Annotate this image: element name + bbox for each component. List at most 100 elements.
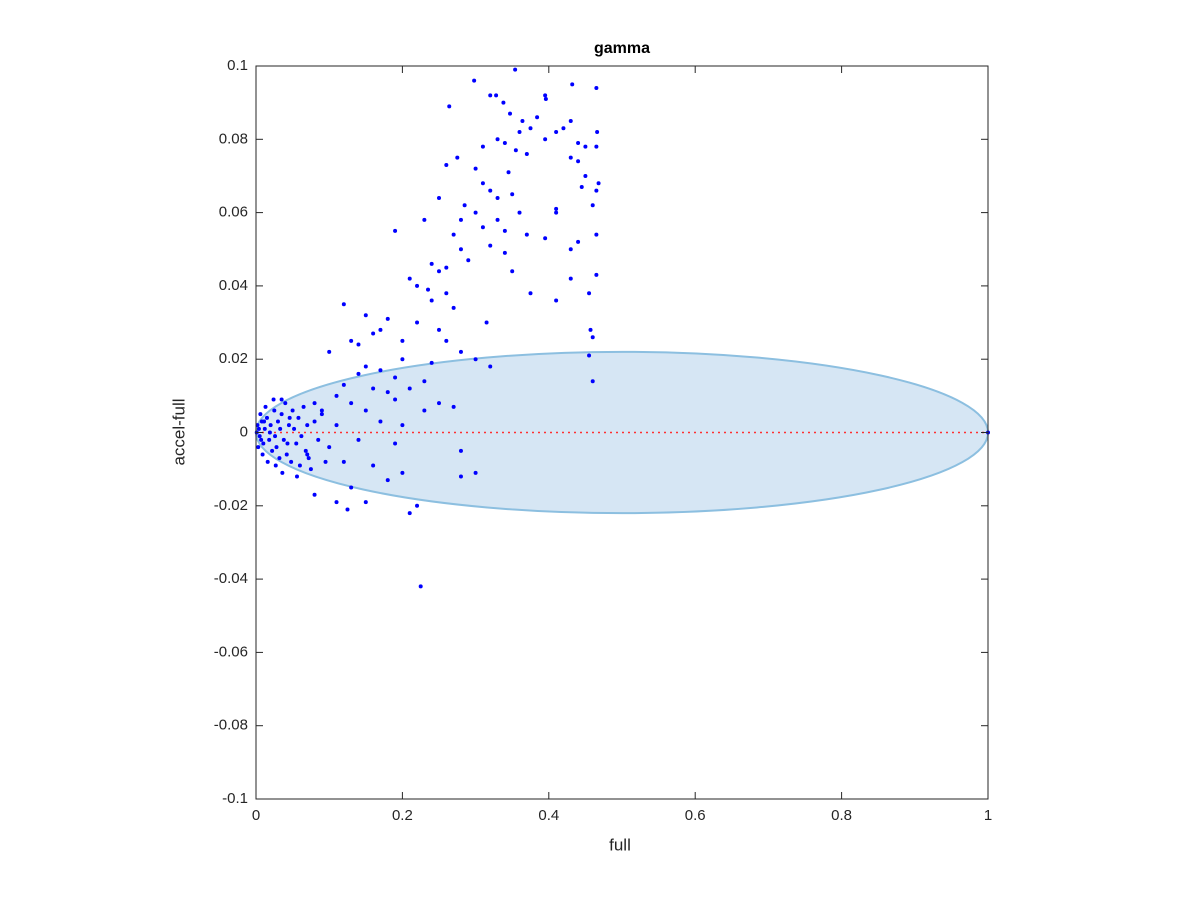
scatter-point [568, 118, 573, 123]
scatter-point [437, 269, 441, 274]
x-tick-label: 0.2 [392, 807, 413, 824]
scatter-point [588, 327, 593, 332]
scatter-point [294, 441, 299, 446]
scatter-point [568, 155, 573, 160]
scatter-point [466, 258, 471, 263]
scatter-point [568, 247, 573, 252]
scatter-point [393, 375, 398, 380]
y-tick-label: 0 [240, 423, 248, 440]
scatter-point [334, 393, 339, 398]
scatter-point [371, 386, 376, 391]
scatter-point [312, 401, 317, 406]
scatter-point [587, 353, 592, 358]
scatter-point [270, 448, 275, 453]
scatter-point [257, 434, 262, 439]
scatter-point [260, 452, 265, 457]
scatter-point [554, 298, 559, 303]
scatter-point [415, 320, 420, 325]
scatter-point [262, 419, 267, 424]
scatter-point [444, 265, 449, 270]
scatter-point [447, 104, 452, 109]
scatter-point [286, 423, 291, 428]
y-tick-label: -0.1 [222, 790, 248, 807]
scatter-point [363, 313, 368, 318]
x-tick-label: 0 [252, 807, 260, 824]
x-tick-label: 0.8 [831, 807, 852, 824]
scatter-point [385, 316, 390, 321]
scatter-point [262, 426, 267, 431]
scatter-point [283, 401, 288, 406]
scatter-point [296, 415, 301, 420]
scatter-point [284, 452, 289, 457]
scatter-point [480, 144, 485, 149]
x-tick-label: 1 [984, 807, 992, 824]
scatter-point [458, 448, 463, 453]
scatter-point [429, 298, 434, 303]
scatter-point [292, 426, 297, 431]
scatter-point [319, 408, 324, 413]
chart-title: gamma [594, 40, 650, 57]
scatter-point [279, 397, 284, 402]
scatter-point [319, 412, 324, 417]
scatter-point [422, 217, 427, 222]
scatter-point [363, 500, 368, 505]
scatter-point [290, 408, 295, 413]
scatter-point [426, 287, 431, 292]
scatter-point [506, 170, 511, 175]
scatter-point [594, 232, 599, 237]
scatter-point [513, 148, 518, 153]
scatter-point [422, 379, 427, 384]
scatter-point [437, 327, 441, 332]
scatter-point [495, 217, 500, 222]
scatter-point [590, 379, 595, 384]
scatter-point [543, 236, 548, 241]
scatter-point [422, 408, 427, 413]
scatter-point [415, 503, 420, 508]
scatter-point [275, 419, 280, 424]
scatter-point [473, 357, 478, 362]
scatter-point [341, 382, 346, 387]
scatter-point [528, 291, 533, 296]
scatter-point [385, 478, 390, 483]
y-tick-label: -0.08 [214, 717, 248, 734]
x-tick-label: 0.4 [538, 807, 559, 824]
scatter-point [393, 228, 398, 233]
scatter-point [272, 408, 277, 413]
scatter-point [472, 78, 477, 83]
scatter-point [267, 430, 272, 435]
scatter-point [502, 228, 507, 233]
scatter-point [473, 470, 478, 475]
scatter-point [265, 459, 270, 464]
scatter-point [583, 144, 588, 149]
scatter-point [554, 210, 559, 215]
scatter-point [323, 459, 328, 464]
x-tick-label: 0.6 [685, 807, 706, 824]
scatter-point [363, 408, 368, 413]
scatter-point [341, 459, 346, 464]
scatter-point [480, 181, 485, 186]
scatter-point [543, 137, 548, 142]
scatter-point [576, 239, 581, 244]
scatter-point [400, 338, 405, 343]
scatter-point [297, 463, 302, 468]
scatter-point [371, 331, 376, 336]
scatter-point [256, 445, 261, 450]
scatter-point [429, 261, 434, 266]
y-tick-label: 0.1 [227, 57, 248, 74]
scatter-point [444, 291, 449, 296]
scatter-point [488, 243, 493, 248]
scatter-point [524, 232, 529, 237]
scatter-point [378, 419, 383, 424]
scatter-point [363, 364, 368, 369]
scatter-point [590, 203, 595, 208]
scatter-point [273, 463, 278, 468]
scatter-point [495, 195, 500, 200]
scatter-point [576, 140, 581, 145]
scatter-point [587, 291, 592, 296]
scatter-point [400, 470, 405, 475]
scatter-point [393, 397, 398, 402]
scatter-point [583, 173, 588, 178]
scatter-point [407, 511, 412, 516]
scatter-point [268, 423, 273, 428]
